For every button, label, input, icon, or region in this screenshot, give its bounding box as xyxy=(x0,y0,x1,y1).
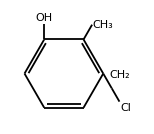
Text: CH₂: CH₂ xyxy=(109,70,130,80)
Text: CH₃: CH₃ xyxy=(93,20,113,30)
Text: Cl: Cl xyxy=(120,103,131,113)
Text: OH: OH xyxy=(36,13,53,23)
